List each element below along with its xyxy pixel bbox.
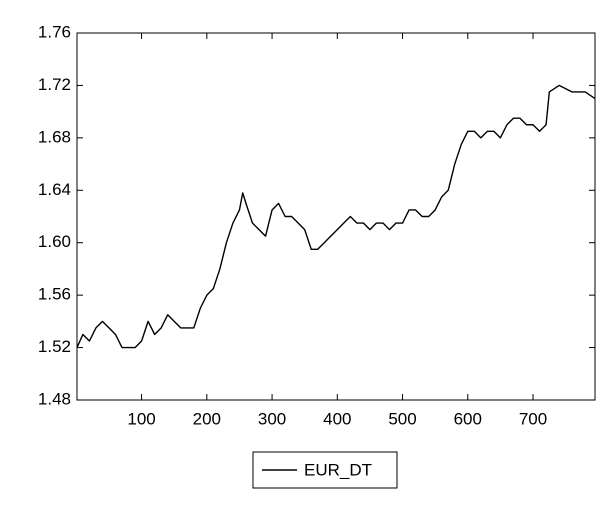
series-line (76, 84, 596, 349)
x-tick-label: 100 (127, 409, 155, 428)
x-tick-label: 600 (454, 409, 482, 428)
y-tick-label: 1.68 (38, 127, 71, 146)
y-tick-label: 1.64 (38, 180, 71, 199)
plot-frame (76, 32, 596, 401)
legend-label: EUR_DT (304, 460, 372, 479)
y-tick-label: 1.52 (38, 337, 71, 356)
y-tick-label: 1.56 (38, 285, 71, 304)
y-tick-label: 1.76 (38, 22, 71, 41)
x-tick-label: 200 (193, 409, 221, 428)
x-tick-label: 500 (388, 409, 416, 428)
x-tick-label: 700 (519, 409, 547, 428)
y-tick-label: 1.72 (38, 75, 71, 94)
x-tick-label: 300 (258, 409, 286, 428)
x-tick-label: 400 (323, 409, 351, 428)
y-tick-label: 1.48 (38, 389, 71, 408)
y-tick-label: 1.60 (38, 232, 71, 251)
